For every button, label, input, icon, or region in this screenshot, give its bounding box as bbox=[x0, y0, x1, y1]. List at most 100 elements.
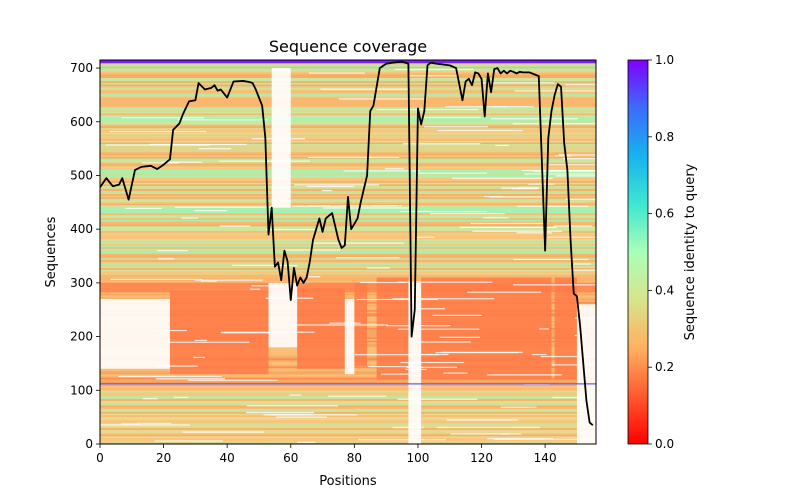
heatmap-streak bbox=[443, 372, 468, 374]
heatmap-row bbox=[100, 85, 596, 88]
heatmap-row bbox=[100, 214, 596, 217]
heatmap-streak bbox=[517, 205, 589, 207]
heatmap-row bbox=[100, 80, 596, 83]
heatmap-streak bbox=[487, 374, 562, 376]
heatmap-row bbox=[100, 439, 596, 442]
y-tick-label: 600 bbox=[70, 115, 93, 129]
heatmap-streak bbox=[194, 210, 228, 212]
heatmap-row bbox=[100, 164, 596, 167]
heatmap-row bbox=[100, 171, 596, 174]
heatmap-streak bbox=[481, 82, 555, 84]
heatmap-row bbox=[100, 234, 596, 236]
heatmap-streak bbox=[500, 433, 522, 435]
heatmap-streak bbox=[174, 206, 274, 208]
heatmap-streak bbox=[200, 280, 217, 282]
heatmap-streak bbox=[406, 366, 457, 368]
heatmap-row bbox=[100, 122, 596, 125]
heatmap-streak bbox=[368, 366, 422, 368]
heatmap-row bbox=[100, 261, 596, 264]
heatmap-row bbox=[100, 64, 596, 67]
heatmap-streak bbox=[547, 164, 596, 166]
heatmap-streak bbox=[554, 155, 572, 157]
heatmap-streak bbox=[110, 278, 203, 281]
heatmap-streak bbox=[487, 438, 554, 440]
colorbar-tick-label: 1.0 bbox=[655, 53, 674, 67]
heatmap-streak bbox=[245, 412, 315, 414]
heatmap-row bbox=[100, 119, 596, 122]
x-tick-label: 80 bbox=[347, 451, 362, 465]
heatmap-streak bbox=[359, 281, 407, 284]
heatmap-streak bbox=[157, 329, 187, 332]
heatmap-streak bbox=[516, 232, 553, 234]
heatmap-streak bbox=[539, 328, 549, 330]
heatmap-row bbox=[100, 397, 596, 400]
heatmap-streak bbox=[565, 84, 596, 86]
heatmap-row bbox=[100, 140, 596, 143]
heatmap-row bbox=[100, 89, 596, 91]
x-axis: 0 20 40 60 80 100 120 140 bbox=[96, 444, 557, 465]
heatmap-streak bbox=[194, 339, 207, 342]
heatmap-row bbox=[100, 290, 596, 293]
colorbar: 0.0 0.2 0.4 0.6 0.8 1.0 Sequence identity to … bbox=[627, 53, 698, 451]
heatmap-streak bbox=[492, 106, 534, 108]
heatmap-row bbox=[100, 266, 596, 269]
heatmap-row bbox=[100, 163, 596, 166]
heatmap-row bbox=[100, 405, 596, 408]
heatmap-row bbox=[100, 182, 596, 185]
heatmap-streak bbox=[308, 156, 400, 159]
heatmap-row bbox=[100, 414, 596, 417]
heatmap-row bbox=[100, 68, 596, 70]
heatmap-row bbox=[100, 77, 596, 80]
heatmap-row bbox=[100, 245, 596, 248]
heatmap-streak bbox=[100, 424, 191, 426]
heatmap-streak bbox=[354, 354, 439, 356]
heatmap-streak bbox=[409, 75, 458, 77]
x-axis-title: Positions bbox=[319, 474, 377, 489]
heatmap-streak bbox=[198, 148, 232, 150]
heatmap-streak bbox=[531, 353, 547, 356]
heatmap-row bbox=[100, 380, 596, 383]
heatmap-row bbox=[100, 282, 596, 285]
heatmap-gap bbox=[271, 68, 291, 208]
heatmap-streak bbox=[249, 288, 260, 290]
heatmap-streak bbox=[157, 250, 188, 252]
heatmap-streak bbox=[306, 276, 321, 278]
heatmap-row bbox=[100, 63, 596, 66]
heatmap-row bbox=[100, 243, 596, 246]
heatmap-streak bbox=[251, 285, 289, 287]
heatmap-row bbox=[100, 69, 596, 72]
heatmap-streak bbox=[293, 184, 380, 186]
heatmap-streak bbox=[306, 185, 355, 188]
heatmap-streak bbox=[555, 175, 596, 177]
heatmap-row bbox=[100, 187, 596, 190]
heatmap-row bbox=[100, 151, 596, 154]
heatmap-streak bbox=[121, 117, 204, 119]
heatmap-row bbox=[100, 174, 596, 177]
heatmap-streak bbox=[125, 207, 162, 210]
heatmap-streak bbox=[400, 361, 465, 364]
heatmap-streak bbox=[489, 196, 544, 198]
heatmap-streak bbox=[167, 341, 250, 343]
heatmap-streak bbox=[376, 109, 479, 111]
colorbar-ticks: 0.0 0.2 0.4 0.6 0.8 1.0 bbox=[648, 53, 674, 451]
heatmap-streak bbox=[512, 123, 596, 125]
heatmap-streak bbox=[445, 106, 507, 108]
heatmap-streak bbox=[417, 172, 488, 174]
heatmap-row bbox=[100, 293, 596, 296]
heatmap-streak bbox=[437, 129, 523, 132]
heatmap-streak bbox=[307, 205, 330, 207]
heatmap-streak bbox=[121, 423, 140, 425]
heatmap-row bbox=[100, 108, 596, 111]
heatmap-row bbox=[100, 221, 596, 224]
heatmap-row bbox=[100, 158, 596, 161]
heatmap-row bbox=[100, 176, 596, 178]
heatmap-row bbox=[100, 426, 596, 429]
heatmap-streak bbox=[384, 168, 405, 170]
coverage-gaps bbox=[100, 68, 596, 444]
heatmap-streak bbox=[450, 433, 510, 435]
heatmap-row bbox=[100, 258, 596, 261]
heatmap-row bbox=[100, 209, 596, 212]
heatmap-gap bbox=[100, 298, 170, 369]
heatmap-streaks bbox=[100, 68, 596, 443]
heatmap-row bbox=[100, 285, 596, 288]
